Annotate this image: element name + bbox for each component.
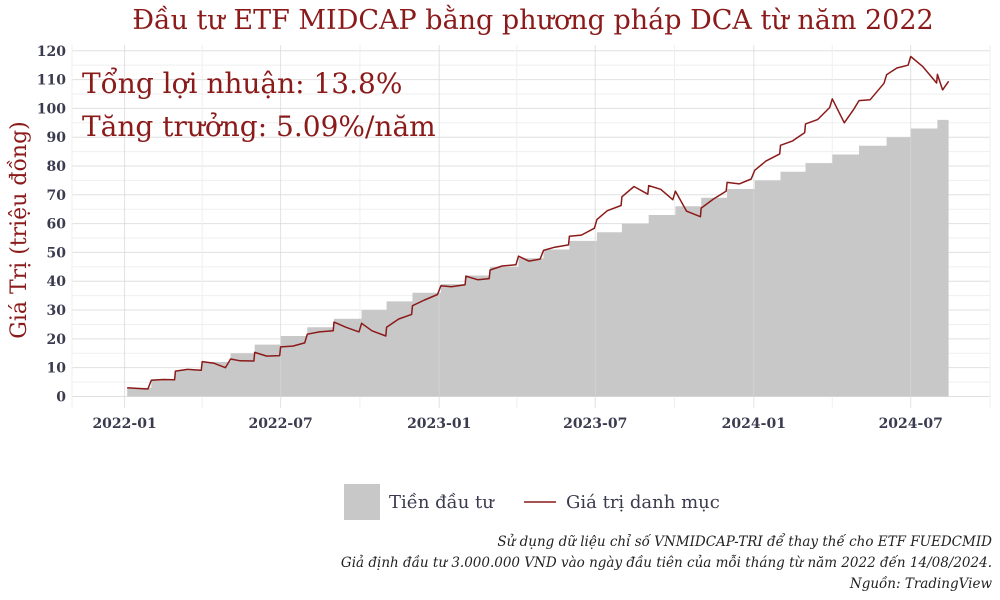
y-tick-label: 0: [56, 389, 66, 405]
caption-line-3: Nguồn: TradingView: [849, 576, 993, 592]
y-tick-label: 30: [47, 303, 67, 319]
legend-label-portfolio: Giá trị danh mục: [566, 492, 720, 513]
legend-swatch-invested: [344, 484, 380, 520]
x-tick-label: 2022-01: [92, 416, 156, 432]
y-axis-label: Giá Trị (triệu đồng): [6, 121, 32, 338]
y-tick-label: 100: [37, 101, 66, 117]
y-tick-label: 50: [47, 245, 67, 261]
x-tick-label: 2024-01: [722, 416, 786, 432]
y-tick-label: 120: [37, 44, 66, 60]
caption-line-1: Sử dụng dữ liệu chỉ số VNMIDCAP-TRI để t…: [497, 534, 992, 550]
portfolio-line-layer: [127, 55, 950, 390]
y-tick-label: 20: [47, 332, 67, 348]
total-return-annotation: Tổng lợi nhuận: 13.8%: [82, 67, 402, 100]
y-tick-label: 110: [37, 73, 66, 89]
invested-area-layer: [124, 45, 949, 408]
y-tick-label: 70: [47, 188, 67, 204]
chart-title: Đầu tư ETF MIDCAP bằng phương pháp DCA t…: [132, 4, 933, 36]
x-tick-label: 2023-01: [407, 416, 471, 432]
x-tick-label: 2022-07: [248, 416, 312, 432]
portfolio-line: [127, 55, 950, 390]
caption: Sử dụng dữ liệu chỉ số VNMIDCAP-TRI để t…: [341, 534, 993, 592]
invested-area: [127, 119, 949, 397]
y-axis-ticks: 0 10 20 30 40 50 60 70 80 90 100 110 120: [37, 44, 66, 406]
y-tick-label: 90: [47, 130, 67, 146]
caption-line-2: Giả định đầu tư 3.000.000 VND vào ngày đ…: [341, 555, 992, 571]
y-tick-label: 60: [47, 217, 67, 233]
x-axis-ticks: 2022-01 2022-07 2023-01 2023-07 2024-01 2024-…: [92, 416, 942, 432]
y-tick-label: 10: [47, 361, 67, 377]
x-tick-label: 2024-07: [879, 416, 943, 432]
y-tick-label: 80: [47, 159, 67, 175]
x-tick-label: 2023-07: [563, 416, 627, 432]
legend: Tiền đầu tư Giá trị danh mục: [344, 484, 720, 520]
growth-annotation: Tăng trưởng: 5.09%/năm: [82, 110, 436, 143]
y-tick-label: 40: [47, 274, 67, 290]
legend-label-invested: Tiền đầu tư: [389, 492, 495, 513]
